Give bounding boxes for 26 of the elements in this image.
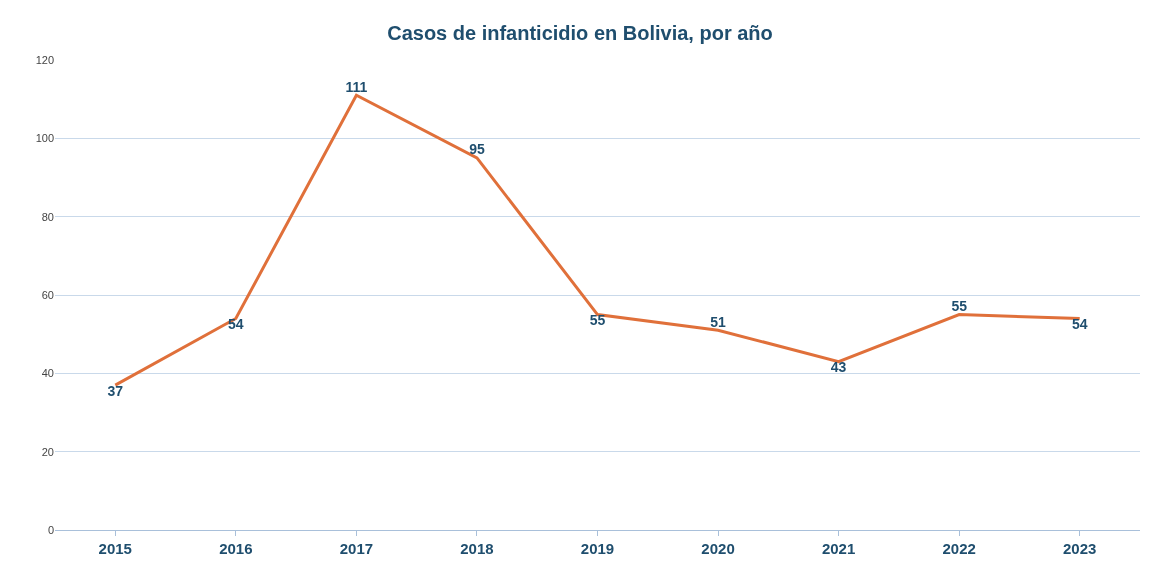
y-tick-label: 100 bbox=[35, 132, 54, 145]
y-tick-label: 40 bbox=[41, 367, 54, 380]
y-tick-label: 0 bbox=[47, 523, 54, 536]
data-label: 55 bbox=[589, 312, 606, 329]
data-label: 95 bbox=[469, 141, 485, 158]
y-tick-label: 120 bbox=[35, 53, 54, 66]
y-tick-label: 20 bbox=[41, 445, 54, 458]
x-tick-label: 2015 bbox=[98, 540, 132, 557]
data-label: 43 bbox=[830, 359, 847, 376]
data-label: 37 bbox=[107, 382, 124, 399]
y-tick-label: 60 bbox=[41, 288, 54, 301]
x-tick-label: 2017 bbox=[339, 540, 374, 557]
y-tick-label: 80 bbox=[41, 210, 54, 223]
x-tick-label: 2019 bbox=[580, 540, 615, 557]
x-tick-label: 2020 bbox=[701, 540, 735, 557]
x-tick-label: 2018 bbox=[460, 540, 494, 557]
data-label: 51 bbox=[710, 313, 727, 330]
data-label: 111 bbox=[345, 78, 368, 95]
x-tick-label: 2016 bbox=[219, 540, 253, 557]
chart-title: Casos de infanticidio en Bolivia, por año bbox=[387, 21, 773, 44]
data-label: 54 bbox=[228, 316, 244, 332]
x-tick-label: 2021 bbox=[821, 540, 856, 557]
x-tick-label: 2023 bbox=[1063, 540, 1097, 557]
data-label: 55 bbox=[951, 298, 968, 315]
x-tick-label: 2022 bbox=[942, 540, 976, 557]
data-label: 54 bbox=[1071, 316, 1088, 332]
